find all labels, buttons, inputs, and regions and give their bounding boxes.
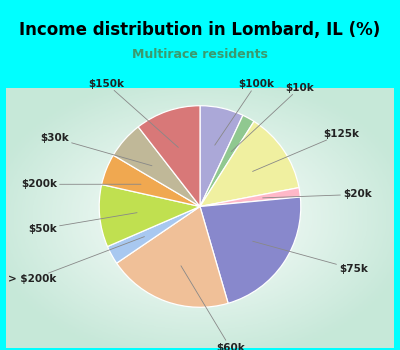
Wedge shape xyxy=(99,184,200,246)
Wedge shape xyxy=(117,206,228,307)
Text: Multirace residents: Multirace residents xyxy=(132,49,268,62)
Wedge shape xyxy=(113,127,200,206)
Text: Income distribution in Lombard, IL (%): Income distribution in Lombard, IL (%) xyxy=(19,21,381,39)
Wedge shape xyxy=(200,197,301,303)
Wedge shape xyxy=(200,188,300,206)
Text: > $200k: > $200k xyxy=(8,237,144,284)
Text: $60k: $60k xyxy=(181,266,245,350)
Text: $100k: $100k xyxy=(215,78,274,145)
Text: $75k: $75k xyxy=(253,241,368,274)
Wedge shape xyxy=(200,121,299,206)
Text: $10k: $10k xyxy=(231,83,314,152)
Text: $30k: $30k xyxy=(40,133,152,166)
Text: $20k: $20k xyxy=(263,189,372,200)
Wedge shape xyxy=(102,155,200,206)
Wedge shape xyxy=(200,106,243,206)
Text: $150k: $150k xyxy=(88,78,178,147)
Text: $50k: $50k xyxy=(28,213,137,234)
Text: $200k: $200k xyxy=(21,179,141,189)
Text: $125k: $125k xyxy=(252,129,359,172)
Wedge shape xyxy=(108,206,200,263)
Wedge shape xyxy=(200,115,254,206)
Wedge shape xyxy=(138,106,200,206)
Text: City-Data.com: City-Data.com xyxy=(275,87,345,97)
